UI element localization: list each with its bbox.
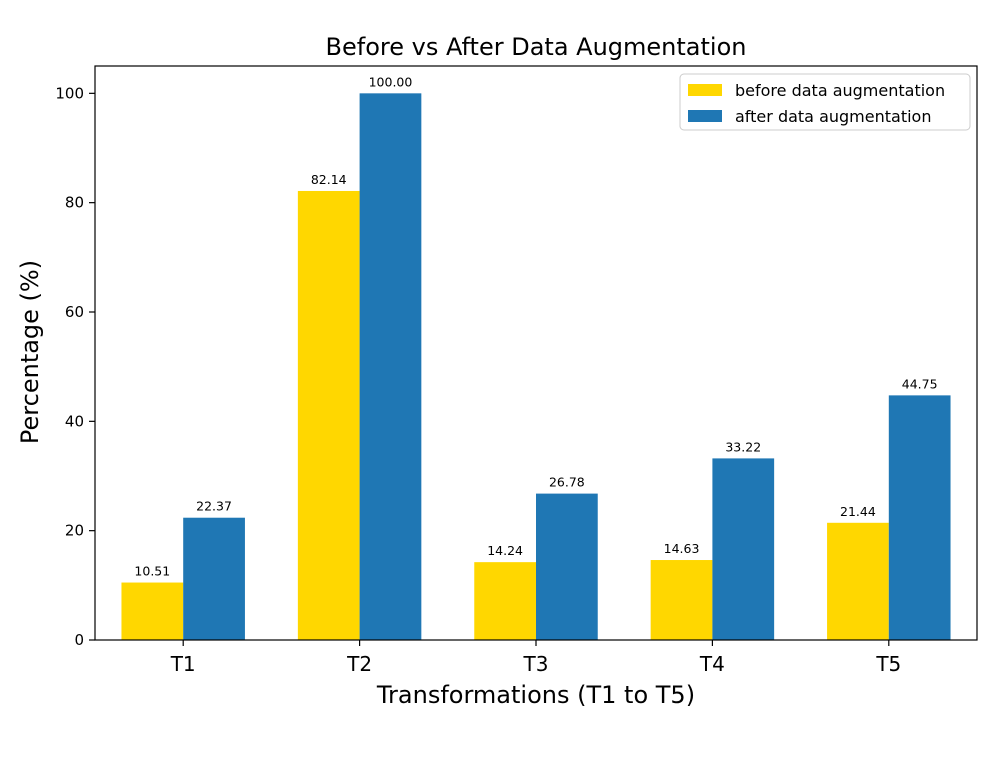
- x-tick-label: T1: [170, 652, 196, 676]
- bar-value-label: 26.78: [549, 475, 585, 490]
- bar-value-label: 44.75: [902, 376, 938, 391]
- bar-value-label: 21.44: [840, 504, 876, 519]
- legend-swatch-after: [688, 110, 722, 122]
- y-axis-label: Percentage (%): [16, 260, 44, 444]
- x-tick-label: T2: [346, 652, 372, 676]
- bar-after-t4: [712, 458, 775, 640]
- bar-value-label: 82.14: [311, 172, 347, 187]
- y-tick-label: 80: [65, 194, 84, 212]
- y-tick-label: 60: [65, 303, 84, 321]
- bar-before-t3: [474, 562, 536, 640]
- bar-before-t5: [827, 522, 889, 640]
- x-tick-label: T3: [523, 652, 549, 676]
- x-axis-label: Transformations (T1 to T5): [376, 681, 695, 709]
- bar-after-t5: [888, 395, 951, 640]
- bar-after-t2: [359, 93, 422, 641]
- bar-before-t4: [650, 560, 713, 640]
- bar-after-t3: [536, 493, 598, 640]
- x-tick-label: T4: [699, 652, 725, 676]
- legend-box: [679, 73, 971, 131]
- bar-after-t1: [183, 517, 245, 640]
- bar-value-label: 100.00: [369, 74, 413, 89]
- y-tick-label: 0: [74, 631, 84, 649]
- bar-value-label: 14.63: [664, 541, 700, 556]
- y-tick-label: 100: [55, 84, 84, 102]
- y-tick-label: 20: [65, 522, 84, 540]
- legend-label: before data augmentation: [735, 81, 945, 100]
- x-tick-label: T5: [875, 652, 901, 676]
- y-tick-label: 40: [65, 412, 84, 430]
- bar-before-t1: [121, 582, 184, 640]
- chart-title: Before vs After Data Augmentation: [326, 33, 747, 61]
- bar-value-label: 14.24: [487, 543, 523, 558]
- bar-value-label: 33.22: [725, 439, 761, 454]
- legend-label: after data augmentation: [735, 107, 931, 126]
- bar-value-label: 10.51: [134, 564, 170, 579]
- legend-swatch-before: [688, 84, 722, 96]
- bar-before-t2: [297, 190, 360, 640]
- bar-value-label: 22.37: [196, 499, 232, 514]
- legend: before data augmentation after data augme…: [679, 73, 971, 131]
- plot-area: 10.51 82.14 14.24 14.63 21.44 22.37 100.00 26.7…: [55, 65, 978, 676]
